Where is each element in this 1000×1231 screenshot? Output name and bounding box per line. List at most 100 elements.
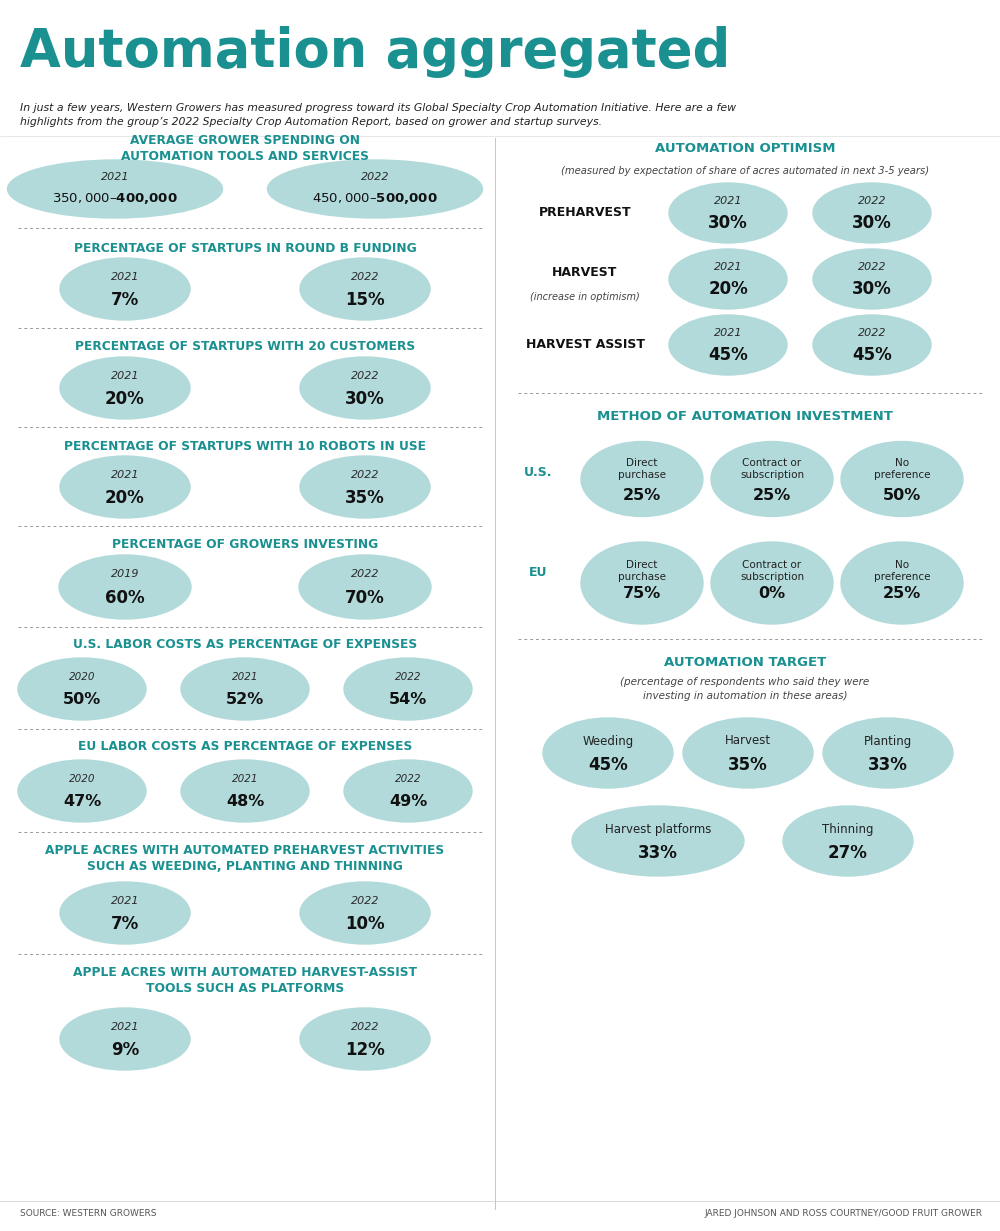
Text: 20%: 20% [105,389,145,407]
Text: APPLE ACRES WITH AUTOMATED PREHARVEST ACTIVITIES
SUCH AS WEEDING, PLANTING AND T: APPLE ACRES WITH AUTOMATED PREHARVEST AC… [45,843,445,873]
Text: U.S. LABOR COSTS AS PERCENTAGE OF EXPENSES: U.S. LABOR COSTS AS PERCENTAGE OF EXPENS… [73,639,417,651]
Text: Planting: Planting [864,735,912,747]
Text: Direct
purchase: Direct purchase [618,458,666,480]
Ellipse shape [300,1008,430,1070]
Text: No
preference: No preference [874,560,930,582]
Ellipse shape [841,542,963,624]
Text: 2022: 2022 [351,896,379,906]
Text: Contract or
subscription: Contract or subscription [740,560,804,582]
Text: AUTOMATION OPTIMISM: AUTOMATION OPTIMISM [655,143,835,155]
Text: 2022: 2022 [395,672,421,682]
Ellipse shape [60,259,190,320]
Text: 7%: 7% [111,291,139,309]
Ellipse shape [59,555,191,619]
Ellipse shape [581,442,703,517]
Text: 2021: 2021 [101,172,129,182]
Ellipse shape [181,760,309,822]
Text: 2020: 2020 [69,773,95,784]
Text: 45%: 45% [852,346,892,364]
Text: HARVEST: HARVEST [552,266,618,278]
Text: 2022: 2022 [351,1022,379,1032]
Text: 10%: 10% [345,915,385,933]
Ellipse shape [813,249,931,309]
Text: PERCENTAGE OF STARTUPS WITH 20 CUSTOMERS: PERCENTAGE OF STARTUPS WITH 20 CUSTOMERS [75,341,415,353]
Text: PERCENTAGE OF STARTUPS IN ROUND B FUNDING: PERCENTAGE OF STARTUPS IN ROUND B FUNDIN… [74,241,416,255]
Text: 20%: 20% [105,489,145,506]
Ellipse shape [60,881,190,944]
Text: 2021: 2021 [714,262,742,272]
Ellipse shape [344,760,472,822]
Text: Automation aggregated: Automation aggregated [20,26,730,78]
Ellipse shape [711,442,833,517]
Text: 2022: 2022 [858,262,886,272]
Ellipse shape [344,659,472,720]
Text: Direct
purchase: Direct purchase [618,560,666,582]
Ellipse shape [300,357,430,419]
Text: 9%: 9% [111,1040,139,1059]
Text: 2021: 2021 [714,196,742,206]
Text: 70%: 70% [345,588,385,607]
Text: In just a few years, Western Growers has measured progress toward its Global Spe: In just a few years, Western Growers has… [20,103,736,127]
Ellipse shape [823,718,953,788]
Ellipse shape [669,249,787,309]
Ellipse shape [60,1008,190,1070]
Ellipse shape [300,259,430,320]
Text: METHOD OF AUTOMATION INVESTMENT: METHOD OF AUTOMATION INVESTMENT [597,410,893,422]
Text: 2021: 2021 [111,469,139,480]
Ellipse shape [783,806,913,876]
Ellipse shape [543,718,673,788]
Text: 50%: 50% [63,692,101,707]
Text: 2021: 2021 [111,371,139,380]
Text: $450,000–$500,000: $450,000–$500,000 [312,191,438,207]
Text: 35%: 35% [728,756,768,774]
Text: 27%: 27% [828,844,868,862]
Text: 2022: 2022 [351,569,379,580]
Text: 30%: 30% [708,214,748,233]
Text: 50%: 50% [883,487,921,502]
Text: 2022: 2022 [361,172,389,182]
Text: 2022: 2022 [351,272,379,282]
Text: 7%: 7% [111,915,139,933]
Text: 54%: 54% [389,692,427,707]
Text: Contract or
subscription: Contract or subscription [740,458,804,480]
Text: (percentage of respondents who said they were
investing in automation in these a: (percentage of respondents who said they… [620,677,870,700]
Text: 75%: 75% [623,586,661,601]
Text: 60%: 60% [105,588,145,607]
Text: 12%: 12% [345,1040,385,1059]
Text: 2021: 2021 [714,327,742,339]
Text: 52%: 52% [226,692,264,707]
Text: 2021: 2021 [111,272,139,282]
Text: U.S.: U.S. [524,467,552,480]
Ellipse shape [711,542,833,624]
Text: 2022: 2022 [351,469,379,480]
Ellipse shape [60,455,190,518]
Ellipse shape [813,183,931,243]
Text: 25%: 25% [883,586,921,601]
Ellipse shape [18,659,146,720]
Text: 25%: 25% [623,487,661,502]
Text: 25%: 25% [753,487,791,502]
Text: (increase in optimism): (increase in optimism) [530,292,640,302]
Text: 2021: 2021 [232,672,258,682]
Text: 2022: 2022 [351,371,379,380]
Text: AVERAGE GROWER SPENDING ON
AUTOMATION TOOLS AND SERVICES: AVERAGE GROWER SPENDING ON AUTOMATION TO… [121,134,369,164]
Text: Harvest platforms: Harvest platforms [605,822,711,836]
Text: 15%: 15% [345,291,385,309]
Text: APPLE ACRES WITH AUTOMATED HARVEST-ASSIST
TOOLS SUCH AS PLATFORMS: APPLE ACRES WITH AUTOMATED HARVEST-ASSIS… [73,966,417,996]
Text: 20%: 20% [708,281,748,298]
Text: 30%: 30% [345,389,385,407]
Text: Thinning: Thinning [822,822,874,836]
Text: Weeding: Weeding [582,735,634,747]
Text: 2021: 2021 [111,896,139,906]
Text: JARED JOHNSON AND ROSS COURTNEY/GOOD FRUIT GROWER: JARED JOHNSON AND ROSS COURTNEY/GOOD FRU… [704,1209,982,1217]
Ellipse shape [300,455,430,518]
Text: EU: EU [529,566,547,580]
Text: 33%: 33% [638,844,678,862]
Ellipse shape [18,760,146,822]
Ellipse shape [268,160,482,218]
Ellipse shape [7,160,222,218]
Ellipse shape [841,442,963,517]
Text: 2022: 2022 [858,196,886,206]
Ellipse shape [683,718,813,788]
Text: 45%: 45% [708,346,748,364]
